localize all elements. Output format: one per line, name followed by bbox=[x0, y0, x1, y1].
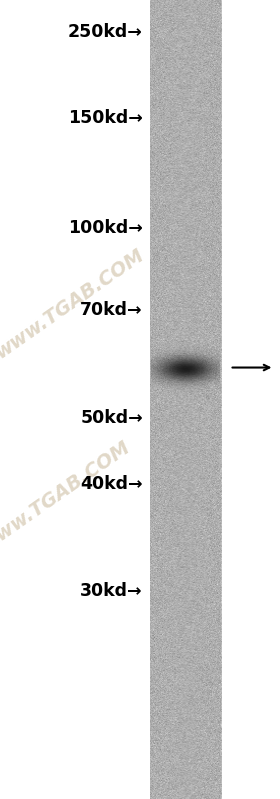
Text: 30kd→: 30kd→ bbox=[80, 582, 143, 600]
Text: 150kd→: 150kd→ bbox=[68, 109, 143, 127]
Text: 250kd→: 250kd→ bbox=[68, 23, 143, 41]
Text: 100kd→: 100kd→ bbox=[68, 219, 143, 237]
Text: 50kd→: 50kd→ bbox=[80, 409, 143, 427]
Text: www.TGAB.COM: www.TGAB.COM bbox=[0, 437, 134, 554]
Text: 70kd→: 70kd→ bbox=[80, 301, 143, 319]
Bar bbox=[150, 0, 221, 799]
Text: www.TGAB.COM: www.TGAB.COM bbox=[0, 245, 148, 362]
Text: 40kd→: 40kd→ bbox=[80, 475, 143, 493]
